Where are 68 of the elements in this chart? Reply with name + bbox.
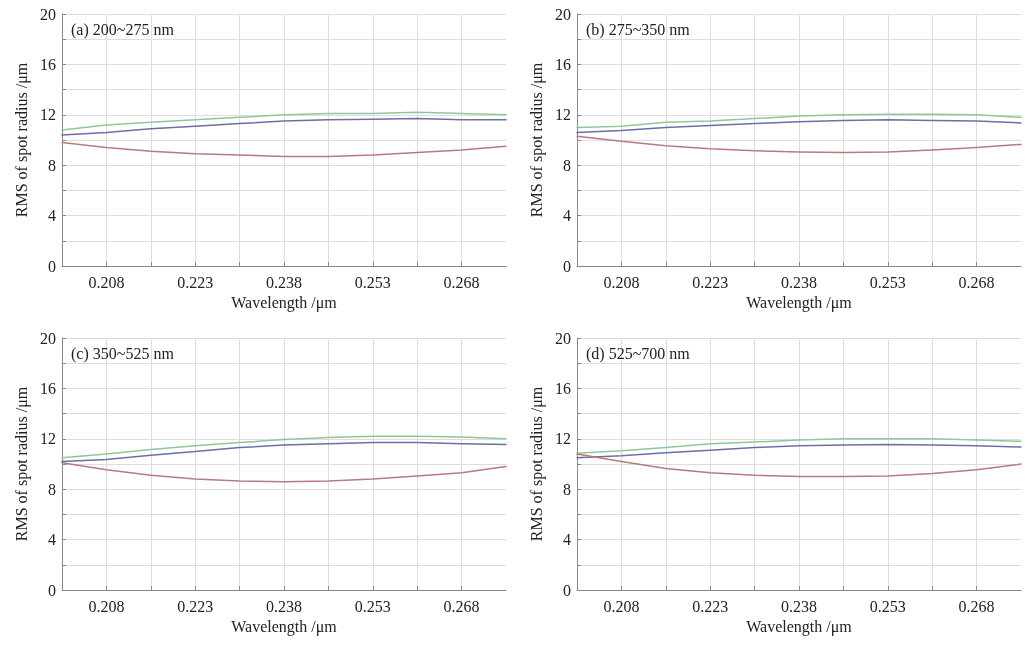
y-tick-label: 20 bbox=[555, 5, 571, 23]
line-series bbox=[61, 441, 507, 463]
y-tick-label: 20 bbox=[40, 5, 56, 23]
line-series bbox=[576, 119, 1022, 134]
line-series bbox=[576, 453, 1022, 478]
x-tick-label: 0.223 bbox=[177, 597, 214, 615]
line-series bbox=[576, 135, 1022, 154]
y-tick-label: 0 bbox=[563, 581, 571, 599]
x-tick-label: 0.208 bbox=[88, 273, 125, 291]
y-tick-label: 16 bbox=[555, 55, 571, 73]
y-tick-label: 4 bbox=[563, 207, 571, 225]
x-tick-label: 0.238 bbox=[781, 597, 817, 615]
x-axis-title: Wavelength /μm bbox=[746, 294, 853, 313]
line-series bbox=[576, 438, 1022, 455]
x-tick-label: 0.253 bbox=[354, 597, 391, 615]
x-tick-label: 0.223 bbox=[177, 273, 214, 291]
line-series bbox=[61, 141, 507, 158]
y-tick-label: 0 bbox=[48, 257, 56, 275]
y-tick-label: 8 bbox=[563, 480, 571, 498]
y-tick-label: 4 bbox=[563, 531, 571, 549]
x-tick-label: 0.238 bbox=[266, 597, 302, 615]
x-tick-label: 0.223 bbox=[692, 597, 729, 615]
y-axis-title: RMS of spot radius /μm bbox=[12, 62, 31, 218]
line-series bbox=[576, 443, 1022, 459]
y-tick-label: 8 bbox=[48, 156, 56, 174]
y-tick-label: 0 bbox=[563, 257, 571, 275]
y-tick-label: 0 bbox=[48, 581, 56, 599]
line-series bbox=[61, 461, 507, 483]
y-tick-label: 16 bbox=[40, 379, 56, 397]
x-tick-label: 0.238 bbox=[266, 273, 302, 291]
y-tick-label: 4 bbox=[48, 531, 56, 549]
x-tick-label: 0.253 bbox=[869, 597, 906, 615]
y-tick-label: 8 bbox=[48, 480, 56, 498]
line-series bbox=[61, 117, 507, 136]
y-axis-title: RMS of spot radius /μm bbox=[527, 62, 546, 218]
x-axis-title: Wavelength /μm bbox=[231, 618, 338, 637]
y-axis-title: RMS of spot radius /μm bbox=[12, 386, 31, 542]
x-axis-title: Wavelength /μm bbox=[746, 618, 853, 637]
x-tick-label: 0.253 bbox=[354, 273, 391, 291]
line-series bbox=[61, 435, 507, 459]
chart-title: (d) 525~700 nm bbox=[586, 344, 691, 363]
x-tick-label: 0.268 bbox=[958, 597, 995, 615]
y-tick-label: 20 bbox=[555, 329, 571, 347]
y-tick-label: 20 bbox=[40, 329, 56, 347]
y-tick-label: 16 bbox=[555, 379, 571, 397]
x-tick-label: 0.268 bbox=[443, 273, 480, 291]
x-tick-label: 0.268 bbox=[443, 597, 480, 615]
x-tick-label: 0.253 bbox=[869, 273, 906, 291]
x-tick-label: 0.208 bbox=[603, 597, 640, 615]
x-tick-label: 0.208 bbox=[603, 273, 640, 291]
x-tick-label: 0.208 bbox=[88, 597, 125, 615]
y-tick-label: 4 bbox=[48, 207, 56, 225]
line-series bbox=[61, 111, 507, 131]
y-axis-title: RMS of spot radius /μm bbox=[527, 386, 546, 542]
chart-title: (b) 275~350 nm bbox=[586, 20, 691, 39]
y-tick-label: 12 bbox=[40, 106, 56, 124]
x-axis-title: Wavelength /μm bbox=[231, 294, 338, 313]
x-tick-label: 0.268 bbox=[958, 273, 995, 291]
line-series bbox=[576, 113, 1022, 129]
chart-title: (c) 350~525 nm bbox=[71, 344, 175, 363]
y-tick-label: 12 bbox=[555, 430, 571, 448]
y-tick-label: 12 bbox=[555, 106, 571, 124]
y-tick-label: 8 bbox=[563, 156, 571, 174]
x-tick-label: 0.238 bbox=[781, 273, 817, 291]
x-tick-label: 0.223 bbox=[692, 273, 729, 291]
chart-title: (a) 200~275 nm bbox=[71, 20, 175, 39]
y-tick-label: 12 bbox=[40, 430, 56, 448]
y-tick-label: 16 bbox=[40, 55, 56, 73]
